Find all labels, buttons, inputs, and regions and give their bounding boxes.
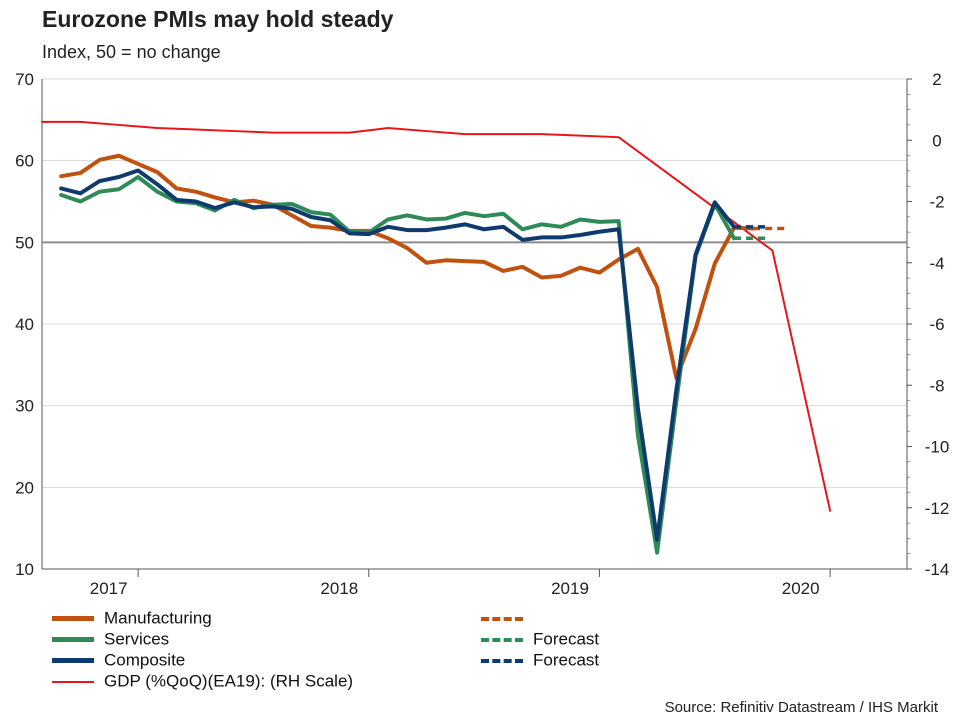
legend-services-forecast: Forecast	[481, 629, 599, 649]
legend-swatch-composite-forecast	[481, 658, 523, 663]
chart-subtitle: Index, 50 = no change	[42, 42, 221, 62]
legend-gdp: GDP (%QoQ)(EA19): (RH Scale)	[52, 671, 353, 691]
x-tick-label: 2020	[782, 579, 820, 598]
y-left-tick-label: 70	[15, 70, 34, 89]
y-right-tick-label: 0	[932, 131, 941, 150]
x-tick-label: 2019	[551, 579, 589, 598]
legend-label-gdp: GDP (%QoQ)(EA19): (RH Scale)	[104, 671, 354, 691]
legend-swatch-manufacturing-forecast	[481, 616, 523, 621]
legend-label-services-forecast: Forecast	[533, 629, 600, 649]
y-left-tick-label: 40	[15, 315, 34, 334]
y-left-tick-label: 10	[15, 560, 34, 579]
legend-manufacturing-forecast	[481, 608, 533, 628]
y-left-tick-label: 30	[15, 397, 34, 416]
source-note: Source: Refinitiv Datastream / IHS Marki…	[664, 699, 938, 716]
y-right-tick-label: -2	[929, 193, 944, 212]
y-right-tick-label: -8	[929, 376, 944, 395]
y-right-tick-label: -6	[929, 315, 944, 334]
legend-swatch-gdp	[52, 680, 94, 683]
y-right-tick-label: 2	[932, 70, 941, 89]
legend-swatch-services-forecast	[481, 637, 523, 642]
legend-label-services: Services	[104, 629, 170, 649]
legend-composite-forecast: Forecast	[481, 650, 599, 670]
legend-swatch-manufacturing	[52, 616, 94, 622]
y-right-tick-label: -12	[925, 499, 950, 518]
legend-composite: Composite	[52, 650, 185, 670]
y-left-tick-label: 50	[15, 233, 34, 252]
y-right-tick-label: -4	[929, 254, 944, 273]
legend-label-composite-forecast: Forecast	[533, 650, 600, 670]
y-right-tick-label: -10	[925, 438, 950, 457]
y-left-tick-label: 60	[15, 152, 34, 171]
y-left-tick-label: 20	[15, 478, 34, 497]
series-line-gdp	[41, 120, 832, 512]
legend-swatch-composite	[52, 658, 94, 664]
legend-label-composite: Composite	[104, 650, 186, 670]
y-right-tick-label: -14	[925, 560, 950, 579]
x-tick-label: 2018	[320, 579, 358, 598]
chart-title: Eurozone PMIs may hold steady	[42, 6, 394, 32]
legend-services: Services	[52, 629, 169, 649]
legend-swatch-services	[52, 637, 94, 643]
legend-label-manufacturing: Manufacturing	[104, 608, 212, 628]
x-tick-label: 2017	[90, 579, 128, 598]
series-line-composite	[59, 168, 736, 542]
legend-manufacturing: Manufacturing	[52, 608, 212, 628]
